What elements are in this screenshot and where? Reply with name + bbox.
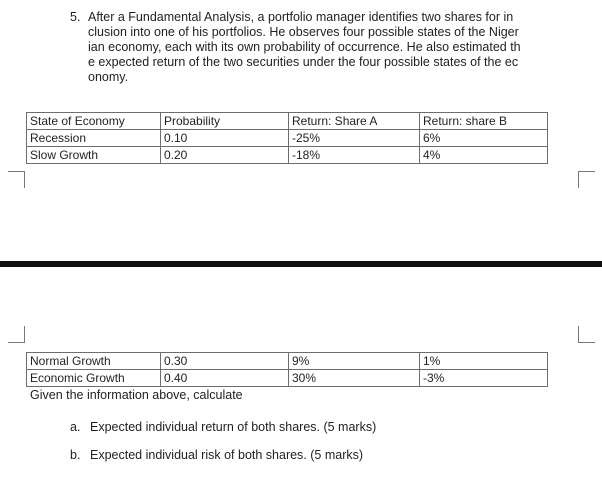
- page-divider: [0, 261, 602, 267]
- table-row: Slow Growth 0.20 -18% 4%: [26, 146, 548, 164]
- cell-state: Normal Growth: [26, 352, 161, 370]
- task-text: Expected individual return of both share…: [90, 420, 377, 434]
- question-line: e expected return of the two securities …: [88, 55, 519, 69]
- task-item: b. Expected individual risk of both share…: [70, 448, 363, 463]
- question-line: onomy.: [88, 70, 129, 84]
- header-return-share-a: Return: Share A: [288, 112, 420, 130]
- cell-return-a: 9%: [288, 352, 420, 370]
- task-text: Expected individual risk of both shares.…: [90, 448, 364, 462]
- question-line: ian economy, each with its own probabili…: [88, 40, 521, 54]
- cell-probability: 0.20: [160, 146, 289, 164]
- returns-table-bottom: Normal Growth 0.30 9% 1% Economic Growth…: [26, 352, 548, 387]
- cell-state: Slow Growth: [26, 146, 161, 164]
- cell-state: Economic Growth: [26, 369, 161, 387]
- crop-mark-top-left: [8, 171, 25, 188]
- cell-probability: 0.30: [160, 352, 289, 370]
- header-state-of-economy: State of Economy: [26, 112, 161, 130]
- returns-table-top: State of Economy Probability Return: Sha…: [26, 112, 548, 164]
- table-header-row: State of Economy Probability Return: Sha…: [26, 112, 548, 130]
- given-instruction: Given the information above, calculate: [30, 388, 243, 402]
- cell-probability: 0.10: [160, 129, 289, 147]
- cell-return-a: 30%: [288, 369, 420, 387]
- cell-state: Recession: [26, 129, 161, 147]
- header-return-share-b: Return: share B: [419, 112, 548, 130]
- task-label: a.: [70, 420, 81, 434]
- cell-probability: 0.40: [160, 369, 289, 387]
- crop-mark-top-right: [578, 171, 595, 188]
- cell-return-b: 1%: [419, 352, 548, 370]
- cell-return-b: 4%: [419, 146, 548, 164]
- question-line: clusion into one of his portfolios. He o…: [88, 25, 519, 39]
- header-probability: Probability: [160, 112, 289, 130]
- crop-mark-bottom-left: [8, 326, 25, 343]
- question-line: After a Fundamental Analysis, a portfoli…: [88, 10, 514, 24]
- task-label: b.: [70, 448, 81, 462]
- cell-return-a: -25%: [288, 129, 420, 147]
- question-number: 5.: [70, 10, 81, 24]
- cell-return-b: 6%: [419, 129, 548, 147]
- table-row: Normal Growth 0.30 9% 1%: [26, 352, 548, 370]
- cell-return-a: -18%: [288, 146, 420, 164]
- question-text: After a Fundamental Analysis, a portfoli…: [88, 10, 593, 85]
- cell-return-b: -3%: [419, 369, 548, 387]
- crop-mark-bottom-right: [578, 326, 595, 343]
- table-row: Recession 0.10 -25% 6%: [26, 129, 548, 147]
- table-row: Economic Growth 0.40 30% -3%: [26, 369, 548, 387]
- task-item: a. Expected individual return of both sha…: [70, 420, 376, 435]
